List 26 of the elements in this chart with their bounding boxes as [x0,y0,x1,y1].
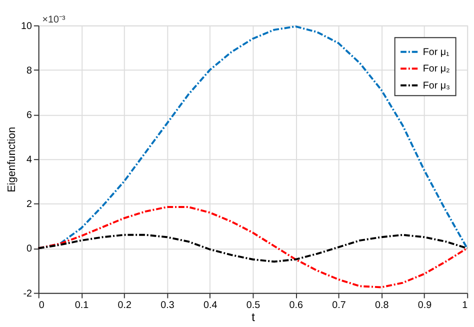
x-tick-label: 0.6 [289,300,304,312]
legend-label: For μ₁ [422,46,450,58]
y-tick-label: 4 [26,154,32,166]
y-tick-label: 6 [26,110,32,121]
y-tick-label: 0 [26,244,32,255]
text: ×10⁻³ [42,14,66,26]
x-tick-label: 0.5 [246,300,261,312]
line-series [37,234,468,263]
y-axis-title: Eigenfunction [6,126,18,192]
x-tick-label: 1 [462,300,468,312]
x-tick-label: 0.1 [74,300,89,312]
x-tick-label: 0.9 [418,300,432,312]
y-tick-label: 2 [26,199,32,210]
x-tick-label: 0.8 [375,300,390,312]
x-tick-label: 0 [38,300,45,312]
y-tick-label: 8 [26,65,32,76]
x-tick-label: 0.2 [118,300,132,312]
x-tick-label: 0.4 [204,300,218,312]
y-tick-label: 10 [21,20,32,32]
x-axis-title: t [252,310,256,324]
legend-label: For μ₂ [422,64,450,75]
line-series [37,206,468,288]
legend-label: For μ₃ [422,80,450,92]
x-tick-label: 0.3 [160,300,175,312]
y-tick-label: -2 [23,288,32,300]
x-tick-label: 0.7 [332,300,346,312]
